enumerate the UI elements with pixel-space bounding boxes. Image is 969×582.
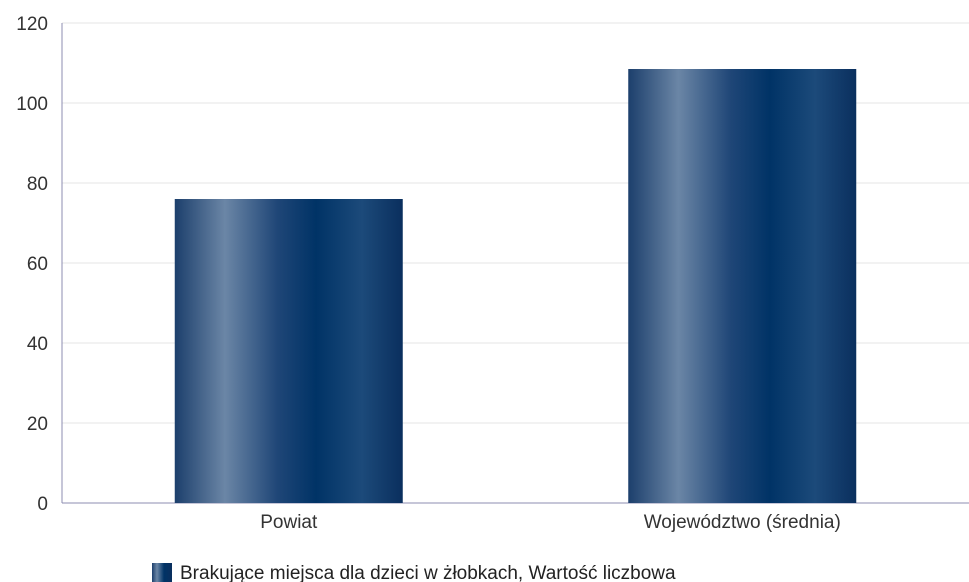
bar: [174, 199, 403, 503]
legend: Brakujące miejsca dla dzieci w żłobkach,…: [152, 563, 676, 582]
bars: [174, 69, 857, 503]
y-tick-label: 0: [37, 494, 48, 515]
y-tick-labels: 0 20 40 60 80 100 120: [16, 14, 48, 515]
y-tick-label: 100: [16, 94, 48, 115]
x-tick-label: Województwo (średnia): [644, 512, 841, 533]
y-tick-label: 40: [27, 334, 48, 355]
x-tick-label: Powiat: [260, 512, 318, 533]
legend-label: Brakujące miejsca dla dzieci w żłobkach,…: [180, 563, 676, 582]
y-tick-label: 20: [27, 414, 48, 435]
bar: [628, 69, 857, 503]
y-tick-label: 60: [27, 254, 48, 275]
legend-swatch: [152, 563, 172, 582]
x-tick-labels: Powiat Województwo (średnia): [260, 512, 841, 533]
y-tick-label: 120: [16, 14, 48, 35]
y-tick-label: 80: [27, 174, 48, 195]
